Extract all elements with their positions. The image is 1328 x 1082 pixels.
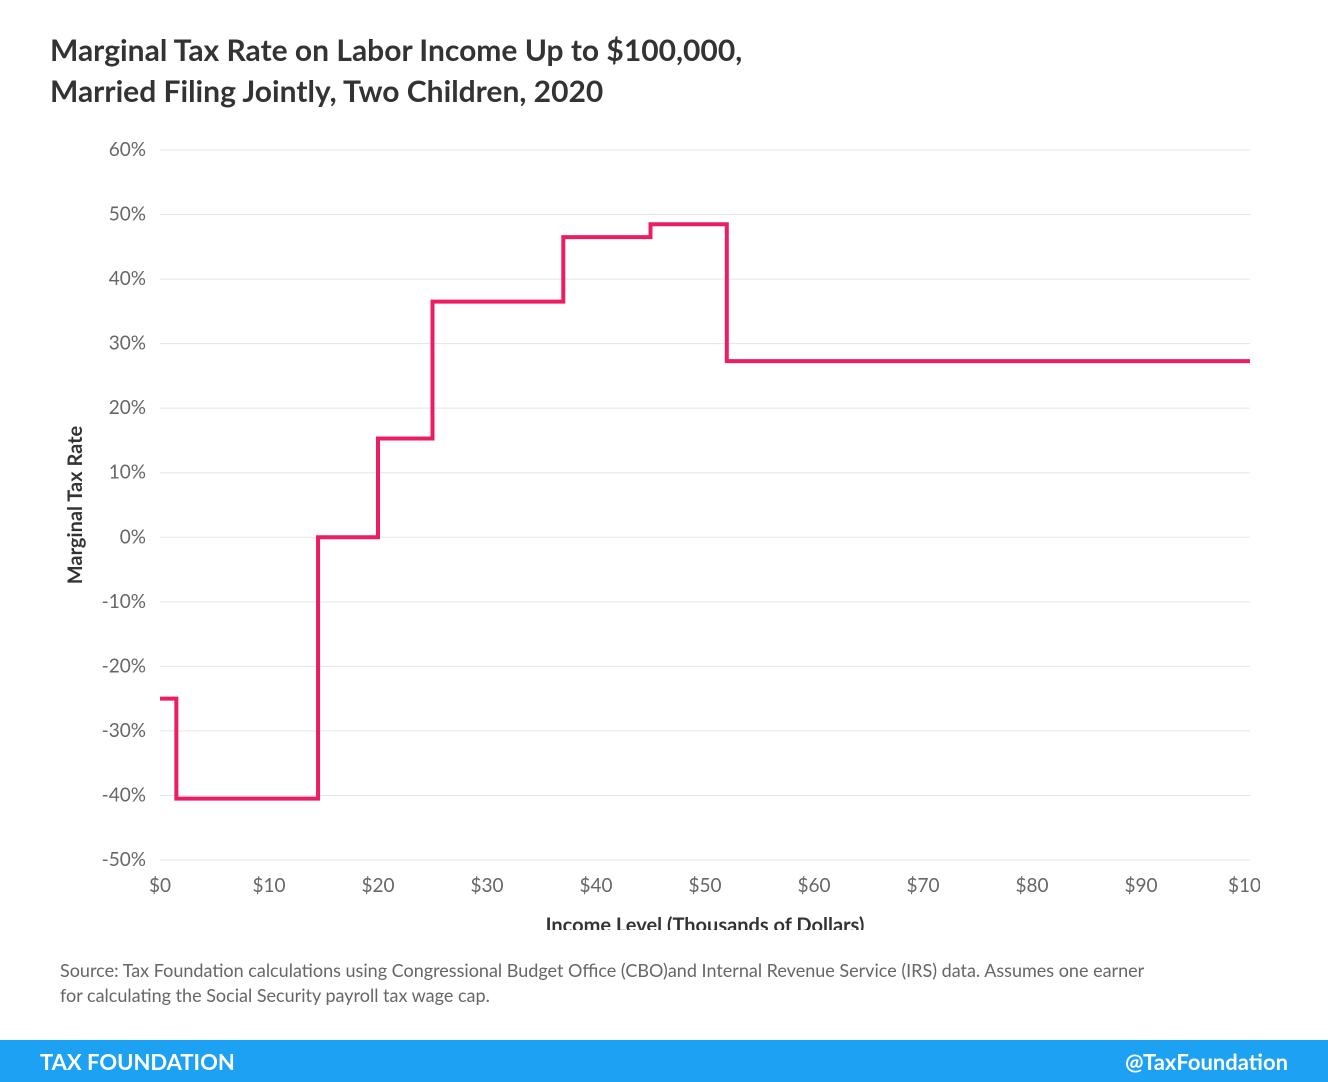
y-tick-label: 10%	[109, 461, 146, 484]
y-tick-label: 20%	[109, 396, 146, 419]
x-tick-label: $80	[1015, 874, 1048, 897]
x-axis-label: Income Level (Thousands of Dollars)	[546, 913, 865, 930]
y-tick-label: 60%	[109, 140, 146, 161]
x-tick-label: $100	[1228, 874, 1260, 897]
y-tick-label: 50%	[109, 203, 146, 226]
x-tick-label: $20	[361, 874, 394, 897]
footer-handle: @TaxFoundation	[1125, 1048, 1288, 1075]
x-tick-label: $10	[252, 874, 285, 897]
footer-brand: TAX FOUNDATION	[40, 1048, 235, 1075]
x-tick-label: $90	[1124, 874, 1157, 897]
y-tick-label: 40%	[109, 267, 146, 290]
chart-title-line1: Marginal Tax Rate on Labor Income Up to …	[50, 32, 742, 68]
x-tick-label: $40	[579, 874, 612, 897]
y-tick-label: 30%	[109, 332, 146, 355]
y-axis-label: Marginal Tax Rate	[63, 425, 87, 584]
step-line	[160, 224, 1250, 798]
chart-title-line2: Married Filing Jointly, Two Children, 20…	[50, 73, 603, 109]
footer-bar: TAX FOUNDATION @TaxFoundation	[0, 1040, 1328, 1082]
x-tick-label: $70	[906, 874, 939, 897]
source-note: Source: Tax Foundation calculations usin…	[60, 958, 1160, 1008]
x-tick-label: $50	[688, 874, 721, 897]
x-tick-label: $60	[797, 874, 830, 897]
tax-rate-chart: $0 $10 $20 $30 $40 $50 $60 $70 $80 $90 $100 -50% -40…	[50, 140, 1260, 930]
x-tick-label: $30	[470, 874, 503, 897]
y-tick-label: -20%	[102, 654, 146, 677]
y-tick-label: -30%	[102, 719, 146, 742]
y-tick-label: 0%	[120, 525, 146, 548]
y-tick-label: -10%	[102, 590, 146, 613]
y-tick-label: -50%	[102, 848, 146, 871]
y-tick-label: -40%	[102, 783, 146, 806]
chart-title: Marginal Tax Rate on Labor Income Up to …	[50, 30, 742, 111]
x-tick-label: $0	[149, 874, 171, 897]
